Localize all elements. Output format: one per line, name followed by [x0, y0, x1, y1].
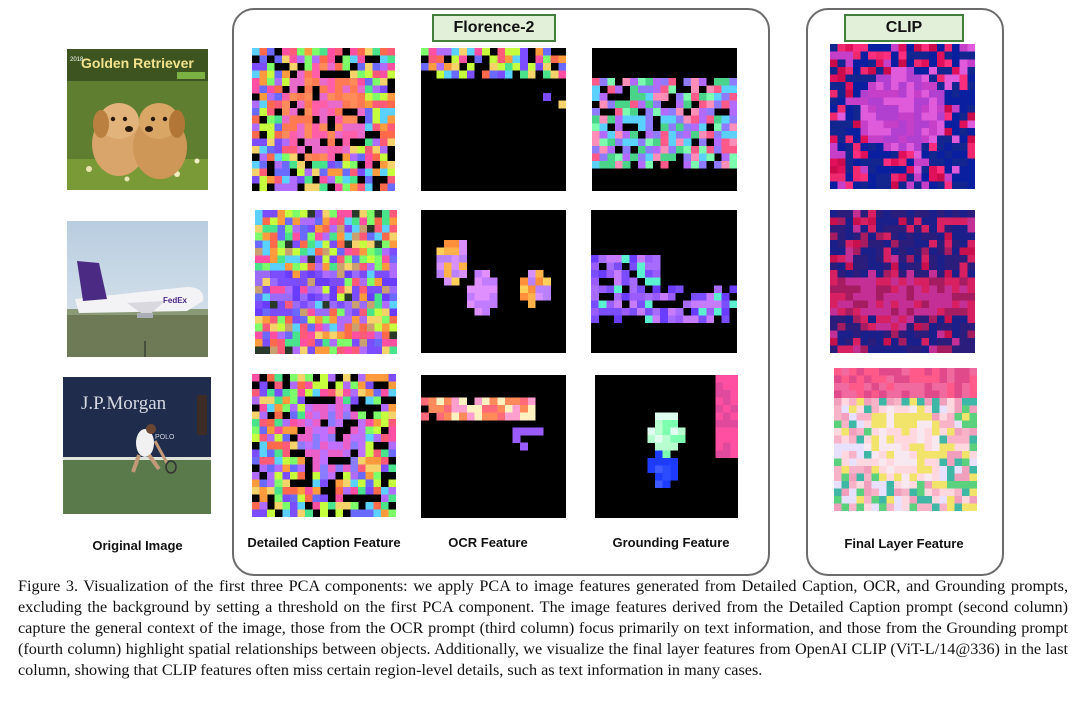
dog-cover-year: 2018 [70, 57, 84, 63]
mosaic-dog-grounding [592, 48, 737, 191]
mosaic-tennis-grounding [595, 375, 738, 518]
mosaic-tennis-clip [834, 368, 977, 511]
clip-title: CLIP [844, 14, 964, 42]
mosaic-dog-detailed-caption [252, 48, 395, 191]
mosaic-plane-ocr [421, 210, 566, 353]
mosaic-tennis-ocr [421, 375, 566, 518]
label-original-image: Original Image [92, 538, 183, 553]
mosaic-plane-grounding [591, 210, 737, 353]
photo-golden-retriever: Golden Retriever 2018 [67, 49, 208, 190]
label-ocr: OCR Feature [448, 535, 528, 550]
mosaic-tennis-detailed-caption [252, 374, 396, 517]
photo-tennis-player: J.P.Morgan POLO [63, 377, 211, 514]
tennis-banner: J.P.Morgan [81, 393, 167, 414]
photo-fedex-plane: FedEx [67, 221, 208, 357]
plane-logo: FedEx [163, 296, 188, 305]
figure-caption: Figure 3. Visualization of the first thr… [18, 577, 1068, 679]
label-grounding: Grounding Feature [612, 535, 730, 550]
mosaic-dog-ocr [421, 48, 566, 191]
label-detailed-caption: Detailed Caption Feature [247, 535, 401, 550]
dog-cover-title: Golden Retriever [81, 55, 194, 71]
mosaic-plane-clip [830, 210, 975, 353]
florence-title: Florence-2 [432, 14, 556, 42]
mosaic-plane-detailed-caption [255, 210, 397, 354]
tennis-board: POLO [155, 434, 175, 441]
label-final-layer: Final Layer Feature [844, 536, 964, 551]
mosaic-dog-clip [830, 44, 975, 189]
